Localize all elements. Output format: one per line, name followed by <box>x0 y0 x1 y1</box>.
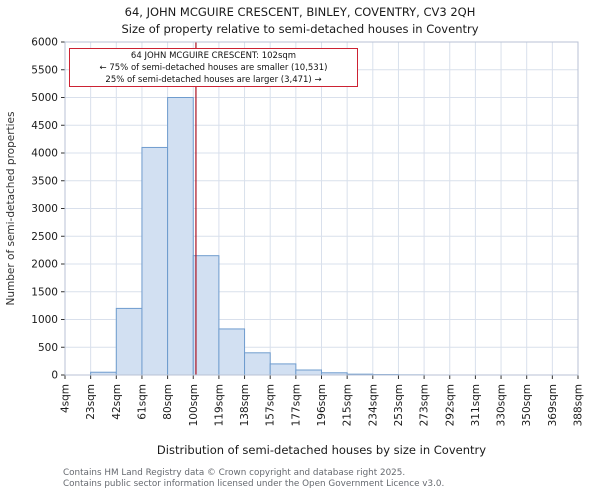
histogram-bar <box>141 146 169 376</box>
svg-text:4000: 4000 <box>31 148 58 160</box>
svg-text:273sqm: 273sqm <box>419 384 431 426</box>
svg-text:61sqm: 61sqm <box>136 384 148 420</box>
svg-text:1000: 1000 <box>31 314 58 326</box>
svg-text:253sqm: 253sqm <box>393 384 405 426</box>
footer-copyright-line: Contains HM Land Registry data © Crown c… <box>63 468 406 478</box>
svg-text:292sqm: 292sqm <box>444 384 456 426</box>
histogram-bar <box>167 97 194 376</box>
histogram-svg: 0 500 1000 1500 2000 2500 3000 3500 4000 4500 5000… <box>5 37 585 458</box>
svg-text:5000: 5000 <box>31 92 58 104</box>
svg-text:311sqm: 311sqm <box>470 384 482 426</box>
svg-text:23sqm: 23sqm <box>85 384 97 420</box>
svg-text:350sqm: 350sqm <box>521 384 533 426</box>
svg-text:2000: 2000 <box>31 259 58 271</box>
svg-text:500: 500 <box>38 342 58 354</box>
svg-text:388sqm: 388sqm <box>573 384 585 426</box>
annotation-smaller-line: ← 75% of semi-detached houses are smalle… <box>99 63 328 73</box>
svg-text:6000: 6000 <box>31 37 58 49</box>
svg-text:138sqm: 138sqm <box>239 384 251 426</box>
svg-text:369sqm: 369sqm <box>547 384 559 426</box>
page-subtitle: Size of property relative to semi-detach… <box>121 22 479 36</box>
histogram-bar <box>115 307 143 376</box>
annotation-property-line: 64 JOHN MCGUIRE CRESCENT: 102sqm <box>130 51 297 61</box>
histogram-chart: 0 500 1000 1500 2000 2500 3000 3500 4000 4500 5000… <box>0 36 600 466</box>
histogram-bar <box>269 363 297 376</box>
histogram-bar <box>244 352 271 376</box>
svg-text:215sqm: 215sqm <box>342 384 354 426</box>
footer-licence-line: Contains public sector information licen… <box>63 478 445 489</box>
property-annotation: 64 JOHN MCGUIRE CRESCENT: 102sqm ← 75% o… <box>69 48 358 87</box>
svg-text:0: 0 <box>51 370 58 382</box>
svg-text:234sqm: 234sqm <box>367 384 379 426</box>
svg-text:5500: 5500 <box>31 64 58 76</box>
svg-text:3500: 3500 <box>31 175 58 187</box>
svg-text:42sqm: 42sqm <box>111 384 123 420</box>
svg-text:1500: 1500 <box>31 286 58 298</box>
histogram-bar <box>218 328 246 376</box>
svg-text:4500: 4500 <box>31 120 58 132</box>
footer: Contains HM Land Registry data © Crown c… <box>63 468 444 489</box>
x-axis-label: Distribution of semi-detached houses by … <box>157 443 486 457</box>
annotation-larger-line: 25% of semi-detached houses are larger (… <box>105 75 322 85</box>
svg-text:196sqm: 196sqm <box>316 384 328 426</box>
histogram-bar <box>192 255 220 376</box>
svg-text:330sqm: 330sqm <box>496 384 508 426</box>
page-title: 64, JOHN MCGUIRE CRESCENT, BINLEY, COVEN… <box>124 5 476 19</box>
svg-text:157sqm: 157sqm <box>265 384 277 426</box>
svg-text:3000: 3000 <box>31 203 58 215</box>
y-axis-label: Number of semi-detached properties <box>5 112 17 306</box>
svg-text:177sqm: 177sqm <box>290 384 302 426</box>
svg-text:2500: 2500 <box>31 231 58 243</box>
svg-text:80sqm: 80sqm <box>162 384 174 420</box>
svg-text:100sqm: 100sqm <box>188 384 200 426</box>
svg-text:4sqm: 4sqm <box>60 384 72 413</box>
svg-text:119sqm: 119sqm <box>213 384 225 426</box>
histogram-bar <box>295 369 323 376</box>
